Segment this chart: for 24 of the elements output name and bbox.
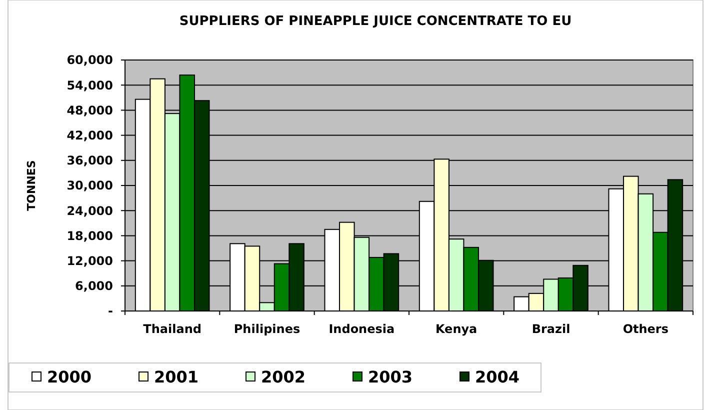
y-tick-label: 24,000 xyxy=(66,204,113,218)
x-tick-label: Philipines xyxy=(234,322,300,336)
x-tick-label: Brazil xyxy=(532,322,570,336)
legend-label: 2001 xyxy=(154,368,199,387)
y-tick-label: 60,000 xyxy=(66,53,113,68)
y-tick-label: 12,000 xyxy=(66,254,113,268)
y-tick-label: 42,000 xyxy=(66,128,113,142)
x-tick-label: Others xyxy=(622,322,669,336)
chart-title: SUPPLIERS OF PINEAPPLE JUICE CONCENTRATE TO EU xyxy=(179,14,572,29)
y-tick-label: 30,000 xyxy=(66,178,113,193)
legend-label: 2002 xyxy=(261,368,306,387)
legend-label: 2000 xyxy=(47,368,92,387)
y-tick-label: - xyxy=(108,304,114,318)
y-tick-label: 54,000 xyxy=(66,78,113,92)
y-tick-label: 18,000 xyxy=(66,228,113,243)
y-tick-label: 48,000 xyxy=(66,103,113,118)
x-tick-label: Indonesia xyxy=(328,322,395,336)
legend-label: 2004 xyxy=(475,368,520,387)
x-tick-label: Kenya xyxy=(435,322,478,336)
y-tick-label: 36,000 xyxy=(66,154,113,168)
y-tick-label: 6,000 xyxy=(75,279,113,294)
y-axis-title: TONNES xyxy=(25,160,38,211)
legend-label: 2003 xyxy=(368,368,413,387)
x-tick-label: Thailand xyxy=(143,322,202,336)
